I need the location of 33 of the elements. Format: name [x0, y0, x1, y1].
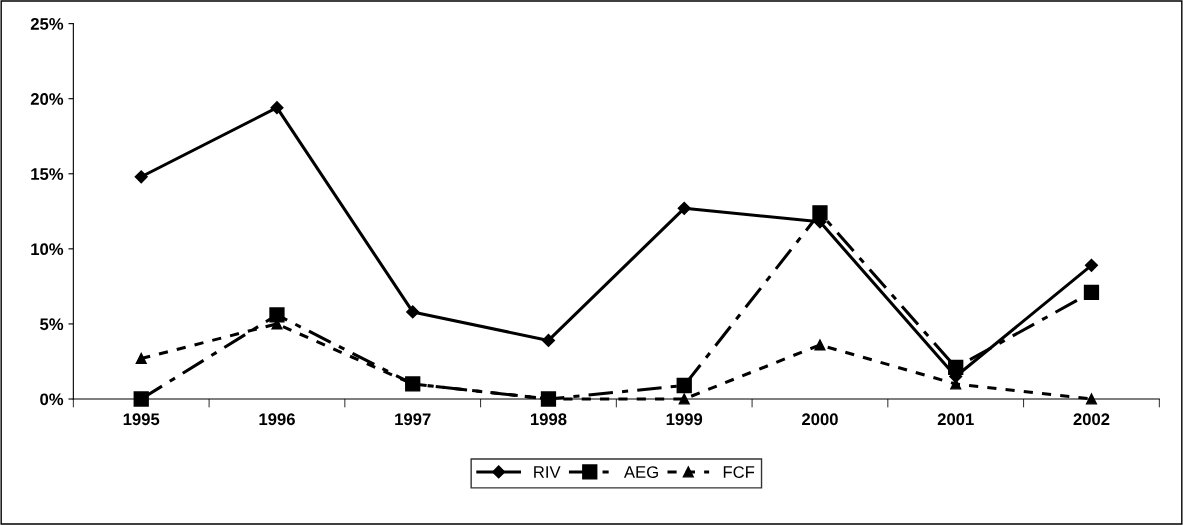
y-tick-label: 15%	[31, 168, 64, 180]
legend-label: AEG	[623, 466, 658, 478]
y-tick-label: 20%	[30, 93, 64, 105]
point	[678, 393, 690, 405]
y-tick-label: 25%	[30, 18, 64, 30]
point	[133, 391, 149, 407]
point	[269, 307, 285, 323]
legend-label: RIV	[534, 466, 561, 478]
x-tick-label: 2000	[802, 413, 838, 426]
point	[1085, 393, 1098, 405]
x-tick-label: 1999	[666, 413, 703, 426]
point	[270, 101, 284, 115]
y-tick-label: 10%	[31, 243, 64, 256]
x-tick-label: 1997	[395, 413, 431, 426]
legend-label: FCF	[723, 466, 755, 478]
x-tick-label: 1996	[259, 413, 295, 426]
point	[1084, 258, 1099, 272]
point	[134, 170, 148, 184]
point	[406, 305, 420, 319]
y-tick-label: 5%	[40, 318, 64, 331]
point	[677, 201, 691, 215]
point	[676, 377, 692, 394]
x-tick-label: 1995	[123, 413, 160, 426]
x-tick-label: 1998	[530, 413, 567, 426]
point	[948, 359, 964, 376]
point	[814, 339, 826, 351]
point	[1083, 284, 1100, 301]
point	[135, 352, 147, 365]
point	[812, 205, 828, 221]
x-tick-label: 2001	[937, 413, 974, 426]
x-tick-label: 2002	[1073, 413, 1110, 426]
y-tick-label: 0%	[40, 393, 64, 406]
point	[541, 333, 556, 348]
